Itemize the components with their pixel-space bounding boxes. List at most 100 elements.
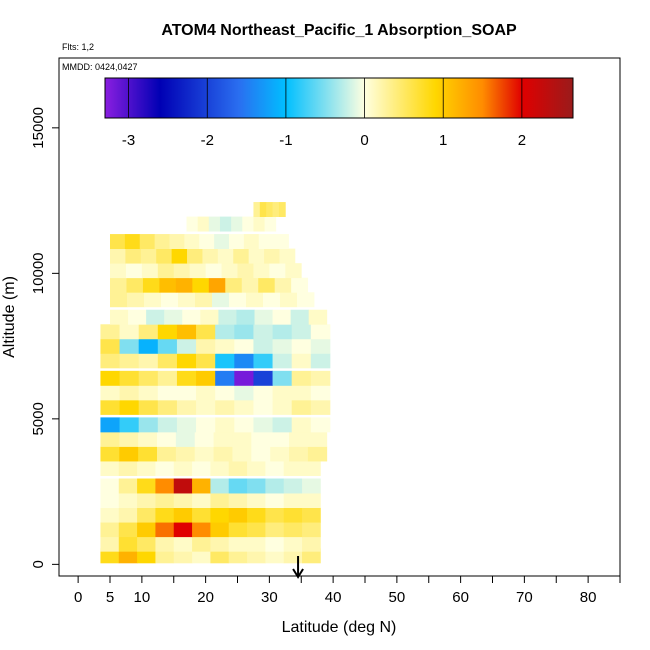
heatmap-cell <box>196 338 216 354</box>
heatmap-cell <box>280 292 298 308</box>
colorbar-tick-label: -3 <box>122 132 135 149</box>
heatmap-cell <box>231 216 243 232</box>
heatmap-cell <box>138 431 158 447</box>
heatmap-cell <box>253 338 273 354</box>
heatmap-cell <box>210 536 230 552</box>
heatmap-cell <box>290 309 310 325</box>
heatmap-cell <box>272 370 293 386</box>
x-tick-label: 20 <box>197 589 214 606</box>
heatmap-cell <box>157 431 177 447</box>
heatmap-cell <box>264 248 280 264</box>
heatmap-cell <box>228 548 248 564</box>
heatmap-cell <box>251 431 271 447</box>
heatmap-cell <box>273 234 289 250</box>
heatmap-cell <box>157 370 178 386</box>
heatmap-cell <box>234 399 254 415</box>
heatmap-cell <box>128 309 147 325</box>
heatmap-cell <box>100 536 120 552</box>
heatmap-cell <box>119 370 140 386</box>
heatmap-cell <box>157 417 178 433</box>
heatmap-cell <box>138 370 159 386</box>
heatmap-cell <box>242 216 254 232</box>
heatmap-cell <box>266 202 273 217</box>
heatmap-cell <box>283 536 303 552</box>
x-tick-label: 70 <box>516 589 533 606</box>
heatmap-cell <box>283 522 303 538</box>
heatmap-cell <box>118 507 138 523</box>
heatmap-cell <box>125 263 143 279</box>
heatmap-cell <box>234 338 254 354</box>
heatmap-cell <box>229 234 245 250</box>
heatmap-cell <box>272 399 293 415</box>
heatmap-cell <box>215 338 235 354</box>
heatmap-cell <box>138 417 159 433</box>
x-tick-label: 50 <box>389 589 406 606</box>
heatmap-cell <box>302 522 321 538</box>
heatmap-cell <box>219 216 232 232</box>
heatmap-cell <box>184 234 200 250</box>
heatmap-cell <box>247 507 266 523</box>
heatmap-cell <box>210 522 230 538</box>
heatmap-cell <box>100 507 120 523</box>
heatmap-cell <box>137 461 156 476</box>
heatmap-cell <box>214 234 230 250</box>
heatmap-cell <box>258 277 276 293</box>
heatmap-cell <box>210 478 230 494</box>
heatmap-cell <box>100 446 120 462</box>
heatmap-cell <box>272 309 292 325</box>
heatmap-cell <box>192 548 211 564</box>
heatmap-cell <box>100 353 120 369</box>
heatmap-cell <box>302 536 321 552</box>
heatmap-cell <box>100 385 120 401</box>
heatmap-cell <box>186 216 199 232</box>
heatmap-cell <box>241 277 259 293</box>
heatmap-cell <box>119 353 140 369</box>
heatmap-cell <box>138 338 159 354</box>
heatmap-cell <box>228 461 248 476</box>
heatmap-cell <box>205 263 222 279</box>
heatmap-cell <box>279 248 296 264</box>
mmdd-label: MMDD: 0424,0427 <box>62 62 138 72</box>
heatmap-cell <box>118 536 138 552</box>
heatmap-cell <box>173 536 193 552</box>
heatmap-cell <box>310 399 331 415</box>
heatmap-cell <box>192 478 211 494</box>
heatmap-cell <box>173 548 193 564</box>
heatmap-cell <box>310 385 331 401</box>
colorbar: -3 -2 -1 0 1 2 <box>104 77 574 149</box>
heatmap-cell <box>302 478 321 494</box>
heatmap-cell <box>228 507 248 523</box>
heatmap-cell <box>310 324 331 340</box>
heatmap-cell <box>119 417 140 433</box>
heatmap-cell <box>156 248 173 264</box>
heatmap-cell <box>263 292 281 308</box>
heatmap-cell <box>247 461 266 476</box>
heatmap-cell <box>137 548 156 564</box>
heatmap-cell <box>310 338 331 354</box>
heatmap-cell <box>119 431 139 447</box>
heatmap-cell <box>283 507 303 523</box>
heatmap-cell <box>119 446 139 462</box>
heatmap-cell <box>251 446 271 462</box>
heatmap-cell <box>302 507 321 523</box>
heatmap-cell <box>297 292 315 308</box>
x-tick-label: 5 <box>106 589 114 606</box>
heatmap-cell <box>253 385 273 401</box>
heatmap-cell <box>248 248 265 264</box>
heatmap-cell <box>157 385 178 401</box>
heatmap-cell <box>182 309 201 325</box>
heatmap-cell <box>157 399 178 415</box>
heatmap-cell <box>302 461 321 476</box>
heatmap-cell <box>202 248 219 264</box>
heatmap-cell <box>140 248 157 264</box>
heatmap-cell <box>264 216 277 232</box>
heatmap-cell <box>175 277 193 293</box>
heatmap-cell <box>308 309 328 325</box>
heatmap-cell <box>247 522 266 538</box>
heatmap-cell <box>243 234 260 250</box>
heatmap-cell <box>234 324 254 340</box>
latitude-arrow <box>292 556 304 579</box>
heatmap-cell <box>173 522 193 538</box>
heatmap-cell <box>176 399 197 415</box>
